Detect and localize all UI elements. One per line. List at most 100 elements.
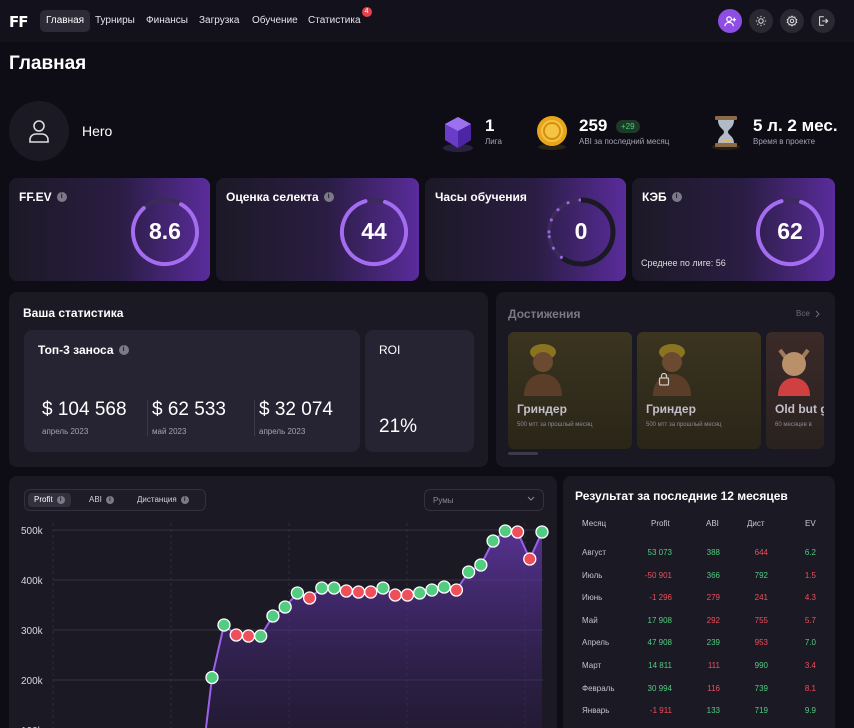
metric-card-ffev[interactable]: FF.EV i 8.6: [9, 178, 210, 281]
chart-point[interactable]: [474, 558, 488, 572]
achievement-card-locked[interactable]: Гриндер 500 мтт за прошлый месяц: [637, 332, 761, 449]
achievement-card[interactable]: Old but g 60 месяцев в: [766, 332, 824, 449]
achievement-desc: 500 мтт за прошлый месяц: [517, 422, 593, 428]
chart-point[interactable]: [241, 629, 256, 643]
chart-point[interactable]: [413, 586, 427, 600]
top3-date-2: май 2023: [152, 427, 187, 436]
info-icon: i: [180, 496, 189, 504]
metric-card-keb[interactable]: КЭБ i 62 Среднее по лиге: 56: [632, 178, 835, 281]
chevron-down-icon: [527, 496, 535, 501]
cell-profit: -1 911: [649, 706, 672, 716]
chart-point[interactable]: [376, 581, 390, 595]
metric-title: FF.EV i: [19, 190, 67, 204]
chart-point[interactable]: [351, 585, 366, 599]
cell-dist: 953: [754, 638, 768, 648]
chart-point[interactable]: [535, 525, 549, 539]
chart-point[interactable]: [266, 609, 280, 623]
chart-point[interactable]: [229, 628, 243, 642]
tab-tournaments[interactable]: Турниры: [95, 15, 135, 26]
chart-point[interactable]: [278, 600, 292, 614]
tab-home[interactable]: Главная: [40, 10, 91, 32]
chart-point[interactable]: [498, 524, 512, 538]
cell-month: Март: [582, 661, 602, 670]
cell-month: Июнь: [582, 593, 603, 603]
chart-point[interactable]: [254, 629, 268, 643]
roi-value: 21%: [379, 416, 418, 437]
cell-dist: 739: [754, 683, 768, 693]
settings-button[interactable]: [780, 9, 804, 33]
tab-abi[interactable]: ABI i: [83, 493, 120, 507]
profile-name: Hero: [82, 123, 113, 139]
add-user-button[interactable]: [718, 9, 742, 33]
cell-dist: 990: [754, 661, 768, 670]
chart-point[interactable]: [217, 618, 231, 632]
tab-profit[interactable]: Profit i: [28, 493, 71, 507]
info-icon[interactable]: i: [671, 192, 682, 202]
achievements-title: Достижения: [508, 307, 581, 321]
chart-point[interactable]: [205, 670, 219, 685]
info-icon[interactable]: i: [323, 192, 334, 202]
cell-profit: -1 296: [649, 593, 672, 603]
cell-abi: 111: [707, 661, 720, 670]
theme-button[interactable]: [749, 9, 773, 33]
metric-value: 62: [777, 218, 803, 244]
results-table-card: [563, 476, 835, 728]
roi-card: ROI 21%: [365, 330, 474, 452]
col-header-profit: Profit: [651, 519, 670, 528]
info-icon[interactable]: i: [56, 192, 67, 202]
hourglass-icon: [712, 116, 740, 150]
abi-value: 259: [579, 116, 608, 135]
chart-point[interactable]: [388, 588, 402, 602]
achievement-name: Гриндер: [517, 402, 567, 416]
top3-date-3: апрель 2023: [259, 427, 306, 436]
logout-button[interactable]: [811, 9, 835, 33]
carousel-scrollbar[interactable]: [508, 452, 538, 455]
metric-card-hours[interactable]: Часы обучения 0: [425, 178, 626, 281]
chart-point[interactable]: [302, 591, 317, 605]
metric-ring: [131, 198, 199, 266]
abi-label: ABI за последний месяц: [579, 137, 670, 146]
achievements-all-link[interactable]: Все: [796, 309, 810, 318]
tab-learning[interactable]: Обучение: [252, 15, 298, 26]
chart-point[interactable]: [400, 588, 415, 602]
tab-finance[interactable]: Финансы: [146, 15, 188, 26]
roi-title: ROI: [379, 343, 401, 357]
top3-amount-3: $ 32 074: [259, 399, 333, 420]
rooms-select[interactable]: Румы: [424, 489, 544, 511]
metric-value: 8.6: [149, 218, 181, 244]
cell-ev: 7.0: [804, 638, 816, 648]
cell-ev: 1.5: [804, 570, 816, 580]
divider: [147, 400, 148, 436]
tab-upload[interactable]: Загрузка: [199, 15, 240, 26]
y-tick-label: 100k: [21, 726, 44, 728]
cell-dist: 241: [754, 593, 768, 603]
chart-point[interactable]: [425, 583, 439, 597]
metric-card-select[interactable]: Оценка селекта i 44: [216, 178, 419, 281]
stats-title: Ваша статистика: [23, 306, 124, 320]
chart-point[interactable]: [486, 534, 500, 548]
abi-delta-badge: +29: [616, 120, 640, 133]
info-icon[interactable]: i: [118, 345, 129, 355]
chart-point[interactable]: [364, 585, 378, 599]
cell-abi: 388: [706, 548, 720, 557]
avatar[interactable]: [9, 101, 69, 161]
chart-point[interactable]: [437, 580, 451, 594]
chart-point[interactable]: [523, 552, 537, 566]
tab-distance[interactable]: Дистанция i: [131, 493, 195, 507]
chart-point[interactable]: [510, 525, 525, 539]
top3-date-1: апрель 2023: [42, 427, 89, 436]
cell-ev: 4.3: [804, 593, 816, 603]
app-logo[interactable]: FF: [9, 13, 28, 31]
chart-point[interactable]: [315, 581, 329, 595]
tab-statistics[interactable]: Статистика 4: [302, 7, 372, 32]
chart-point[interactable]: [461, 565, 476, 579]
info-icon: i: [56, 496, 65, 504]
chart-point[interactable]: [290, 586, 305, 600]
results-table-title: Результат за последние 12 месяцев: [575, 489, 788, 503]
chart-point[interactable]: [327, 581, 341, 595]
achievement-card[interactable]: Гриндер 500 мтт за прошлый месяц: [508, 332, 632, 449]
chart-point[interactable]: [339, 584, 353, 598]
metric-title: Оценка селекта i: [226, 190, 334, 204]
chart-point[interactable]: [449, 583, 464, 597]
achievements-card: Достижения Все Гриндер 500 мтт за прошлы…: [496, 292, 835, 467]
